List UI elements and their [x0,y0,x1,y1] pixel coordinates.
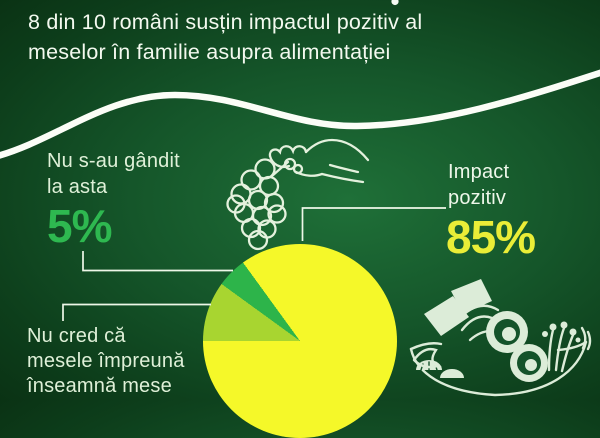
hand [268,138,370,184]
value-impact-pozitiv: 85% [446,211,536,263]
label-dont-believe-line-1: Nu cred că [27,325,126,347]
page-title: 8 din 10 români susțin impactul pozitiv … [28,8,548,67]
tofu-cube [451,279,492,314]
leader-line-85pct [301,207,446,241]
label-impact-line-2: pozitiv [448,187,507,209]
label-not-thought-line-2: la asta [47,176,108,198]
label-not-thought-line-1: Nu s-au gândit [47,150,180,172]
title-line-2: meselor în familie asupra alimentației [28,39,391,64]
egg-slice [486,311,548,382]
label-not-thought: Nu s-au gândit la asta [47,148,180,200]
leader-line-5pct [82,251,233,272]
mushroom-fan [416,360,464,378]
hand-picking-grapes-icon [226,138,370,251]
label-dont-believe: Nu cred că mesele împreună înseamnă mese [27,324,185,399]
label-impact-pozitiv: Impact pozitiv [448,159,509,211]
cropped-text-dot [391,0,399,6]
title-line-1: 8 din 10 români susțin impactul pozitiv … [28,10,423,34]
wave-divider [0,69,600,159]
label-dont-believe-line-3: înseamnă mese [27,375,172,397]
label-impact-line-1: Impact [448,161,510,183]
grape-bunch [226,157,304,251]
value-not-thought: 5% [47,200,112,252]
pie-chart [203,244,397,438]
enoki-mushrooms [542,321,581,373]
label-dont-believe-line-2: mesele împreună [27,350,185,372]
salad-bowl-icon [409,279,592,397]
bowl-outline [409,340,588,397]
leader-line-10pct [62,303,211,321]
tofu-cube [424,296,469,336]
